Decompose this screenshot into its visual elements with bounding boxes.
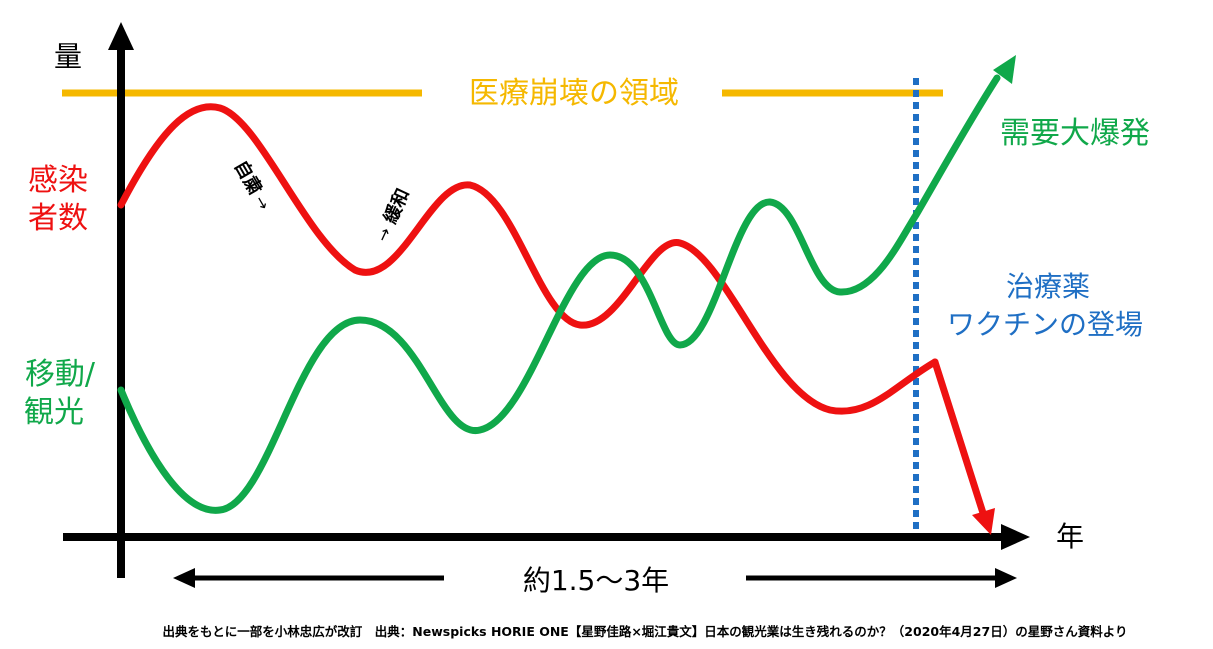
y-axis-arrowhead-icon [108,22,134,50]
infections-label-line2: 者数 [28,201,88,236]
duration-label: 約1.5～3年 [523,564,669,597]
collapse-zone-label: 医療崩壊の領域 [469,76,679,111]
self-restraint-label: 自粛 [230,157,267,199]
infections-drop-line [931,358,987,517]
x-axis-label: 年 [1056,520,1084,553]
treatment-label-line1: 治療薬 [1006,270,1090,303]
infections-drop-arrowhead-icon [972,508,995,535]
infections-label-line1: 感染 [28,163,88,198]
demand-boom-label: 需要大爆発 [1000,116,1150,151]
mobility-label-line1: 移動/ [25,357,96,392]
mobility-label-line2: 観光 [24,395,84,430]
y-axis-label: 量 [54,40,82,73]
mobility-arrowhead-icon [993,55,1016,84]
relaxation-label: 緩和 [379,185,414,227]
duration-left-arrowhead-icon [173,568,195,588]
duration-right-arrowhead-icon [995,568,1017,588]
mobility-curve [117,74,1001,514]
x-axis-arrowhead-icon [1001,524,1030,550]
relaxation-arrow-icon: → [372,225,395,245]
source-note: 出典をもとに一部を小林忠広が改訂 出典：Newspicks HORIE ONE【… [163,624,1128,639]
infections-curve [117,103,939,415]
treatment-label-line2: ワクチンの登場 [947,308,1143,341]
self-restraint-arrow-icon: → [251,192,274,213]
